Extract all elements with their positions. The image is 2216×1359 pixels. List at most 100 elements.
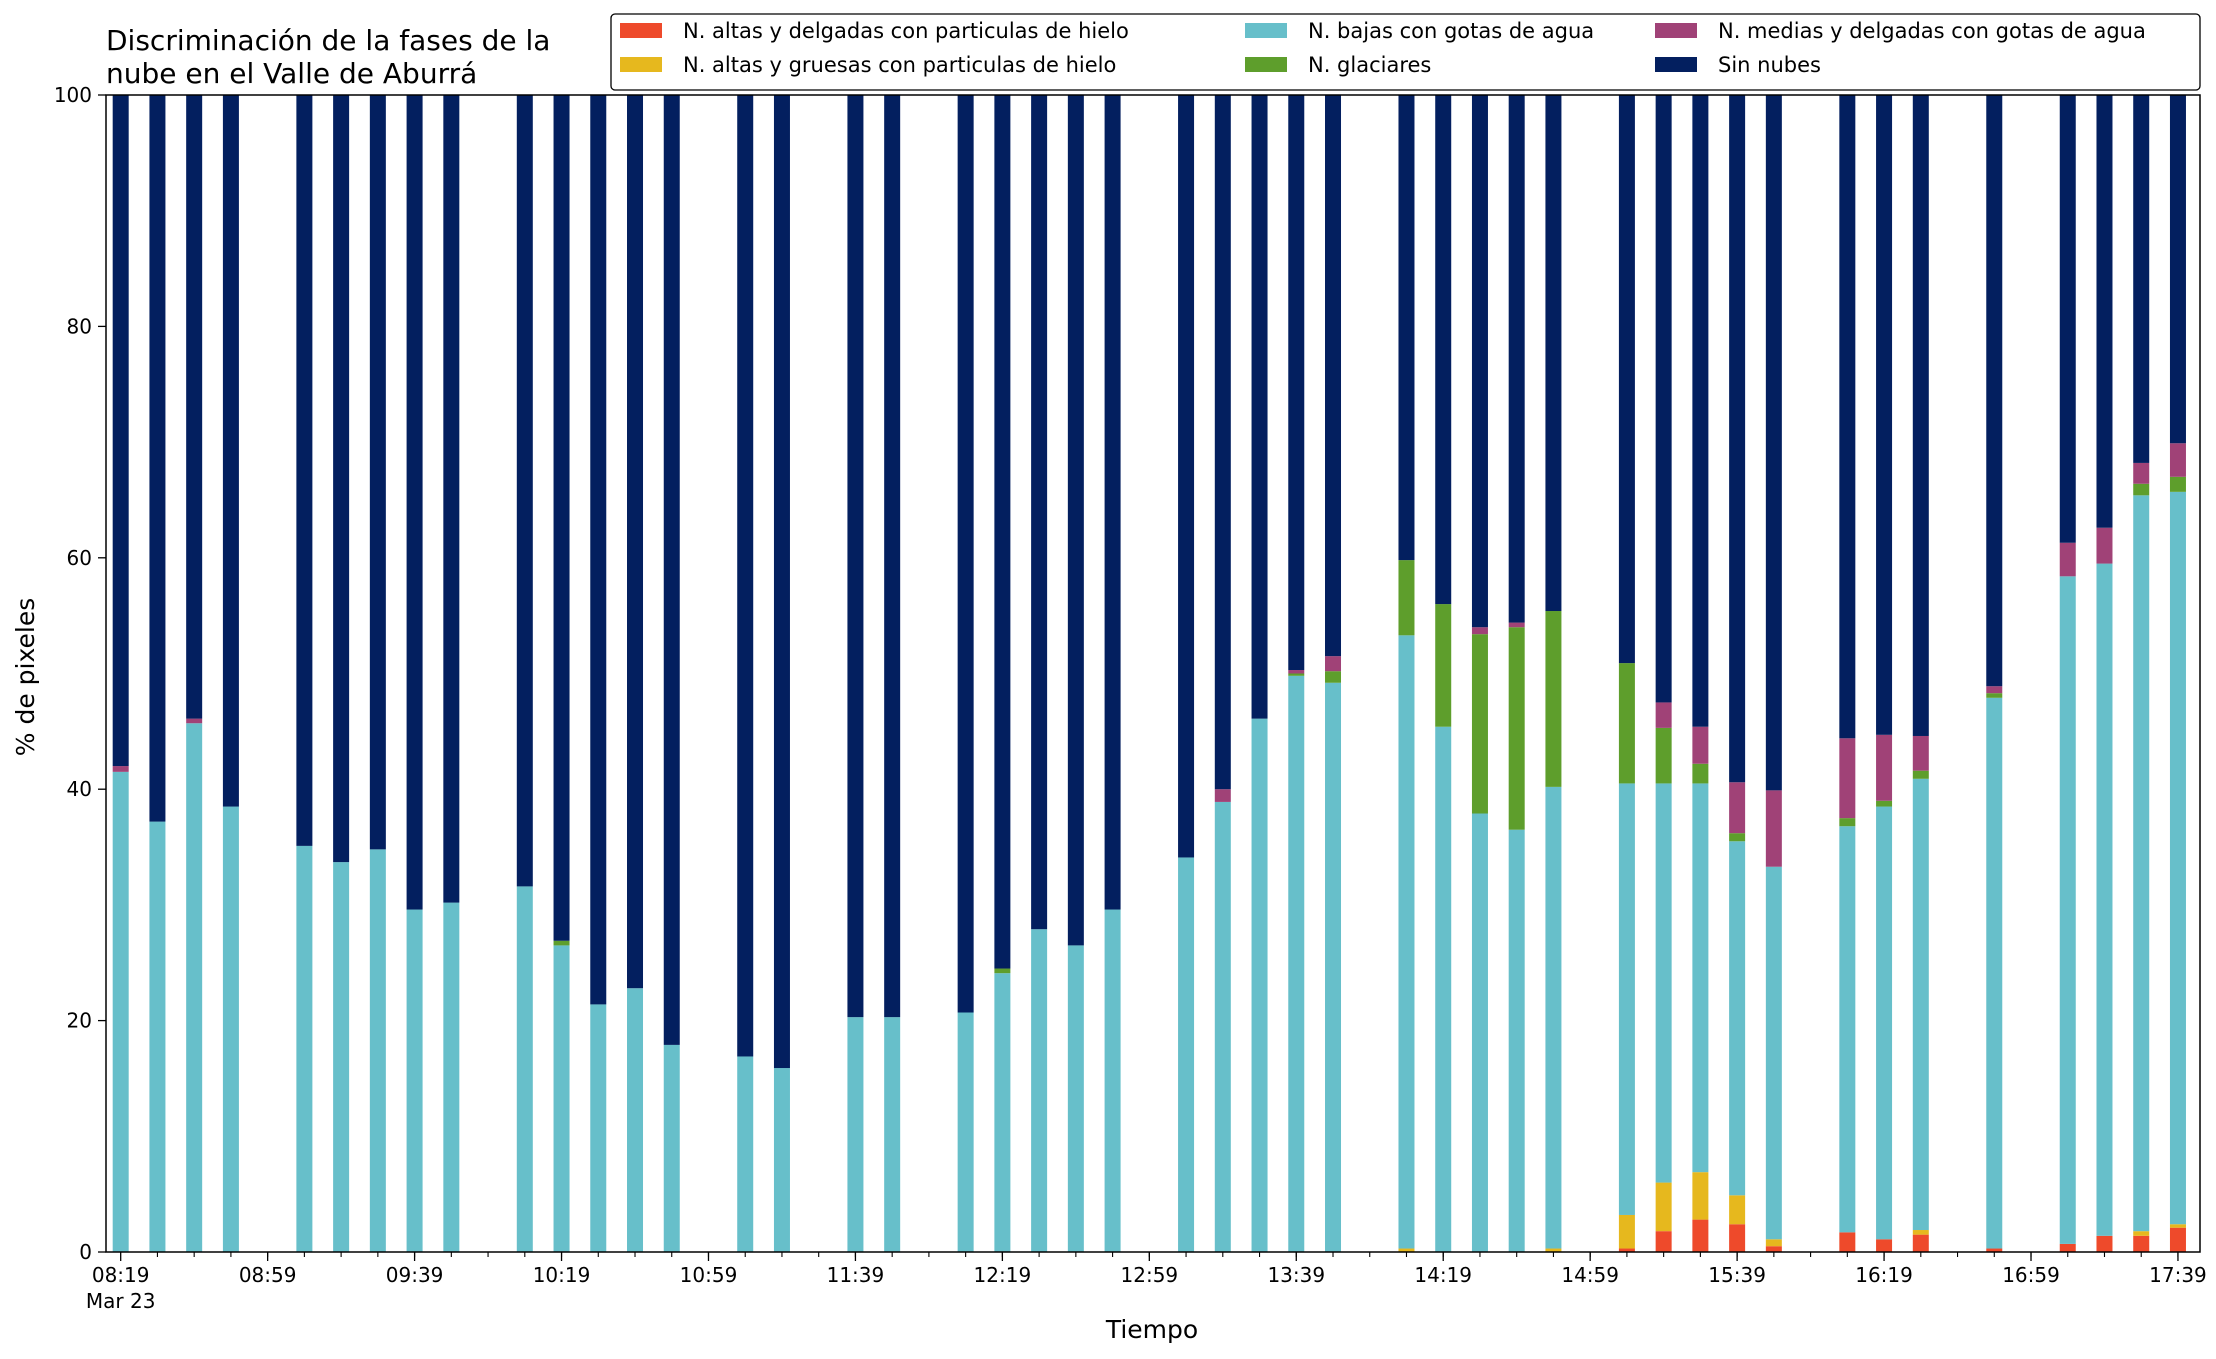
bar-segment: [1398, 1248, 1415, 1252]
bar-stack: [1288, 95, 1305, 1252]
bar-segment: [149, 821, 166, 1252]
bar-segment: [1765, 1246, 1782, 1252]
bar-segment: [2096, 563, 2113, 1236]
bar-segment: [1398, 635, 1415, 1249]
bar-segment: [1508, 627, 1525, 830]
bar-segment: [1986, 686, 2003, 694]
bar-stack: [1765, 95, 1782, 1252]
bar-stack: [222, 95, 239, 1252]
bar-segment: [1618, 1214, 1635, 1249]
bar-segment: [2133, 495, 2150, 1232]
bar-segment: [1178, 95, 1195, 858]
bar-segment: [2169, 95, 2186, 444]
y-tick-label: 0: [79, 1240, 92, 1264]
x-tick-label: 11:39: [827, 1263, 885, 1287]
y-tick-label: 60: [67, 546, 92, 570]
bar-stack: [1031, 95, 1048, 1252]
bar-stack: [1508, 95, 1525, 1252]
bar-segment: [1435, 726, 1452, 1252]
bar-segment: [1839, 1232, 1856, 1252]
bar-segment: [994, 973, 1011, 1252]
bar-segment: [2059, 95, 2076, 543]
bar-stack: [406, 95, 423, 1252]
bar-segment: [296, 95, 313, 846]
bar-stack: [1876, 95, 1893, 1252]
bar-stack: [1251, 95, 1268, 1252]
bar-segment: [1214, 95, 1231, 790]
legend-entry: N. medias y delgadas con gotas de agua: [1655, 19, 2146, 43]
bar-segment: [1986, 95, 2003, 687]
bar-stack: [1912, 95, 1929, 1252]
bar-stack: [369, 95, 386, 1252]
bar-segment: [1325, 682, 1342, 1252]
bar-segment: [2133, 462, 2150, 484]
bar-segment: [1839, 826, 1856, 1233]
bar-segment: [1545, 95, 1562, 612]
bar-stack: [296, 95, 313, 1252]
bar-segment: [1655, 1182, 1672, 1232]
bar-stack: [333, 95, 350, 1252]
bar-segment: [627, 95, 644, 989]
bar-segment: [663, 95, 680, 1045]
bar-segment: [1655, 702, 1672, 728]
bar-segment: [1986, 693, 2003, 698]
bar-stack: [590, 95, 607, 1252]
chart-title-line-2: nube en el Valle de Aburrá: [106, 57, 477, 90]
x-tick-label: 14:19: [1414, 1263, 1472, 1287]
bar-stack: [2169, 95, 2186, 1252]
bar-segment: [1692, 726, 1709, 764]
bar-segment: [333, 862, 350, 1252]
bar-segment: [2169, 1224, 2186, 1228]
bar-segment: [663, 1044, 680, 1252]
bar-segment: [773, 1068, 790, 1252]
bar-segment: [627, 988, 644, 1252]
legend-entry: N. glaciares: [1245, 53, 1431, 77]
x-tick-label: 17:39: [2149, 1263, 2207, 1287]
legend-label: Sin nubes: [1718, 53, 1821, 77]
bar-segment: [1104, 95, 1121, 910]
legend-box: [610, 13, 2201, 91]
bar-segment: [2059, 1243, 2076, 1252]
bar-segment: [1067, 945, 1084, 1252]
bar-segment: [1471, 627, 1488, 635]
bar-stack: [1178, 95, 1195, 1252]
legend-entry: N. altas y gruesas con particulas de hie…: [620, 53, 1116, 77]
x-tick-label: 16:19: [1855, 1263, 1913, 1287]
bar-stack: [112, 95, 129, 1252]
bar-segment: [1912, 95, 1929, 736]
bar-segment: [1729, 833, 1746, 842]
bar-segment: [1618, 783, 1635, 1215]
bars-layer: [112, 95, 2186, 1252]
bar-segment: [1251, 95, 1268, 719]
bar-stack: [186, 95, 203, 1252]
bar-segment: [186, 95, 203, 719]
bar-segment: [553, 945, 570, 1252]
bar-segment: [1435, 95, 1452, 605]
bar-stack: [737, 95, 754, 1252]
bar-segment: [1729, 841, 1746, 1196]
bar-segment: [1031, 929, 1048, 1252]
bar-segment: [1618, 95, 1635, 664]
bar-segment: [1839, 818, 1856, 827]
bar-segment: [1508, 622, 1525, 628]
bar-segment: [1765, 1239, 1782, 1247]
bar-stack: [994, 95, 1011, 1252]
bar-segment: [1325, 95, 1342, 657]
bar-stack: [443, 95, 460, 1252]
bar-segment: [553, 940, 570, 946]
y-tick-label: 80: [67, 314, 92, 338]
bar-segment: [1214, 789, 1231, 802]
bar-segment: [1655, 95, 1672, 703]
bar-segment: [847, 95, 864, 1018]
bar-stack: [1104, 95, 1121, 1252]
bar-segment: [1325, 671, 1342, 683]
bar-stack: [1986, 95, 2003, 1252]
bar-segment: [1912, 770, 1929, 779]
bar-segment: [333, 95, 350, 863]
bar-stack: [1729, 95, 1746, 1252]
x-tick-label: 12:19: [974, 1263, 1032, 1287]
bar-segment: [1912, 1234, 1929, 1252]
bar-segment: [1876, 806, 1893, 1240]
bar-segment: [1288, 95, 1305, 671]
legend-swatch: [1655, 23, 1697, 38]
